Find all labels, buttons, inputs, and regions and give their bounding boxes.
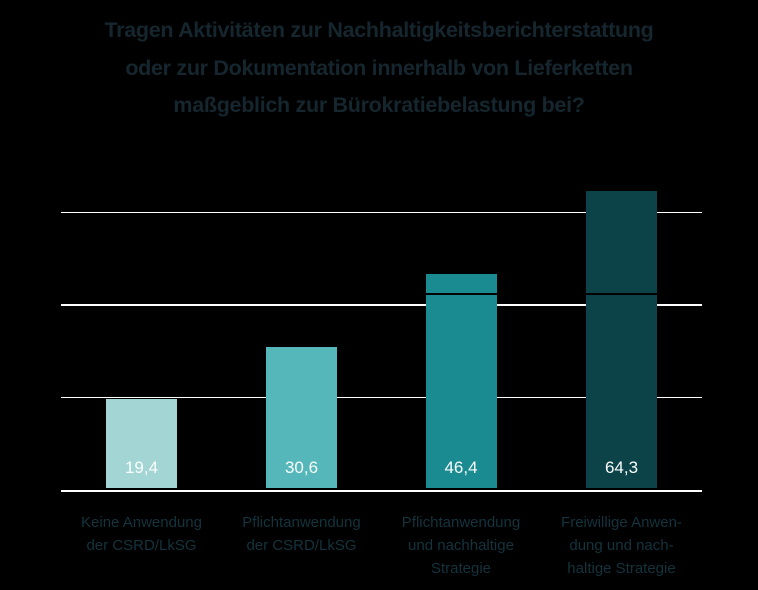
category-label-4: Freiwillige Anwen- dung und nach- haltig… (561, 514, 682, 577)
bar-value-label: 46,4 (444, 458, 478, 478)
category-label-1: Keine Anwendung der CSRD/LkSG (81, 514, 202, 554)
bar-value-label: 64,3 (604, 458, 639, 478)
bar-value-label: 30,6 (284, 458, 319, 478)
gridline-40 (61, 304, 702, 306)
x-axis-line (61, 489, 702, 492)
bar-1: 19,4 (106, 398, 177, 489)
bar-3: 46,4 (425, 273, 497, 489)
reference-line (61, 293, 702, 296)
category-label-3: Pflichtanwendung und nachhaltige Strateg… (401, 514, 521, 577)
gridline-60 (61, 211, 702, 214)
gridline-20 (61, 396, 702, 399)
bar-2: 30,6 (266, 346, 337, 489)
category-label-2: Pflichtanwendung der CSRD/LkSG (242, 514, 361, 554)
page-title: Tragen Aktivitäten zur Nachhaltigkeitsbe… (104, 18, 654, 117)
bar-4: 64,3 (586, 190, 657, 489)
bar-value-label: 19,4 (124, 458, 159, 478)
